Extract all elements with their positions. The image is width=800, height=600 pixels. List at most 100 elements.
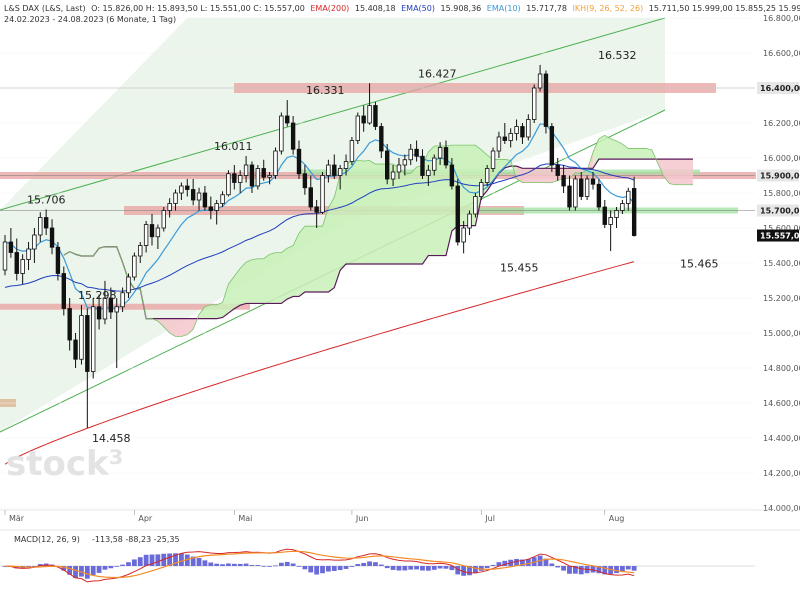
- candle[interactable]: [108, 287, 114, 320]
- candle[interactable]: [432, 154, 437, 176]
- candle[interactable]: [561, 165, 566, 193]
- candle[interactable]: [208, 196, 213, 220]
- candle[interactable]: [67, 298, 72, 351]
- candle[interactable]: [361, 105, 366, 132]
- candle[interactable]: [273, 147, 278, 180]
- candle[interactable]: [290, 116, 296, 155]
- candle[interactable]: [608, 210, 613, 252]
- candle[interactable]: [537, 64, 543, 92]
- candle[interactable]: [343, 154, 349, 176]
- candle[interactable]: [102, 280, 108, 325]
- candle[interactable]: [443, 140, 449, 169]
- candle[interactable]: [261, 159, 266, 181]
- candle[interactable]: [390, 165, 396, 186]
- candle[interactable]: [314, 200, 319, 228]
- candle[interactable]: [143, 221, 149, 253]
- candle[interactable]: [461, 221, 466, 254]
- candle[interactable]: [502, 123, 507, 144]
- candle[interactable]: [555, 158, 560, 181]
- candle[interactable]: [279, 112, 284, 155]
- candle[interactable]: [79, 305, 84, 365]
- candle[interactable]: [620, 200, 625, 214]
- candle[interactable]: [373, 102, 378, 130]
- candle[interactable]: [426, 165, 431, 186]
- candle[interactable]: [185, 179, 190, 197]
- candle[interactable]: [402, 154, 408, 176]
- candle[interactable]: [96, 294, 102, 330]
- candle[interactable]: [214, 200, 219, 225]
- candle[interactable]: [114, 298, 119, 368]
- candle[interactable]: [167, 198, 172, 218]
- candle[interactable]: [414, 140, 419, 162]
- candle[interactable]: [267, 172, 272, 185]
- candle[interactable]: [20, 254, 25, 284]
- candle[interactable]: [190, 179, 196, 206]
- candle[interactable]: [55, 242, 61, 281]
- candles-layer[interactable]: [2, 64, 637, 428]
- candle[interactable]: [355, 112, 360, 145]
- candle[interactable]: [332, 154, 337, 180]
- candle[interactable]: [614, 207, 619, 228]
- candle[interactable]: [326, 159, 331, 183]
- candle[interactable]: [579, 172, 584, 200]
- candle[interactable]: [437, 142, 443, 165]
- candle[interactable]: [138, 242, 143, 263]
- candle[interactable]: [308, 175, 313, 211]
- candle[interactable]: [149, 214, 155, 246]
- candle[interactable]: [320, 172, 325, 214]
- candle[interactable]: [2, 235, 8, 276]
- candle[interactable]: [449, 158, 455, 190]
- candle[interactable]: [467, 210, 472, 236]
- candle[interactable]: [226, 170, 231, 197]
- candle[interactable]: [384, 144, 390, 185]
- candle[interactable]: [626, 187, 631, 211]
- candle[interactable]: [61, 266, 66, 316]
- candle[interactable]: [455, 179, 460, 246]
- candle[interactable]: [420, 149, 425, 179]
- candle[interactable]: [132, 252, 137, 281]
- candle[interactable]: [126, 273, 131, 299]
- candle[interactable]: [367, 83, 372, 125]
- candle[interactable]: [590, 172, 596, 190]
- candle[interactable]: [220, 191, 225, 207]
- candle[interactable]: [496, 131, 502, 158]
- candle[interactable]: [532, 84, 537, 124]
- candle[interactable]: [479, 179, 484, 200]
- candle[interactable]: [255, 165, 261, 190]
- candle[interactable]: [596, 179, 602, 211]
- candle[interactable]: [526, 114, 531, 141]
- candle[interactable]: [202, 186, 208, 211]
- candle[interactable]: [196, 187, 202, 211]
- candle[interactable]: [232, 165, 237, 190]
- candle[interactable]: [73, 333, 78, 368]
- candle[interactable]: [161, 207, 166, 232]
- candle[interactable]: [408, 144, 413, 165]
- candle[interactable]: [514, 119, 519, 141]
- candle[interactable]: [584, 175, 590, 201]
- candle[interactable]: [349, 137, 355, 165]
- candle[interactable]: [484, 165, 490, 186]
- candle[interactable]: [573, 175, 578, 211]
- candle[interactable]: [85, 308, 90, 428]
- candle[interactable]: [508, 128, 513, 148]
- candle[interactable]: [179, 182, 184, 201]
- candle[interactable]: [602, 200, 607, 228]
- candle[interactable]: [549, 123, 555, 172]
- candle[interactable]: [490, 147, 496, 173]
- candle[interactable]: [8, 228, 14, 258]
- candle[interactable]: [49, 219, 55, 255]
- candle[interactable]: [249, 161, 255, 194]
- candle[interactable]: [26, 242, 31, 270]
- candle[interactable]: [173, 189, 178, 211]
- candle[interactable]: [43, 209, 49, 235]
- candle[interactable]: [243, 156, 249, 183]
- candle[interactable]: [396, 158, 402, 179]
- candle[interactable]: [285, 100, 290, 127]
- candle[interactable]: [379, 123, 384, 158]
- candle[interactable]: [237, 170, 243, 193]
- candle[interactable]: [120, 287, 125, 313]
- candle[interactable]: [473, 193, 478, 218]
- candle[interactable]: [32, 228, 37, 263]
- candle[interactable]: [543, 70, 549, 134]
